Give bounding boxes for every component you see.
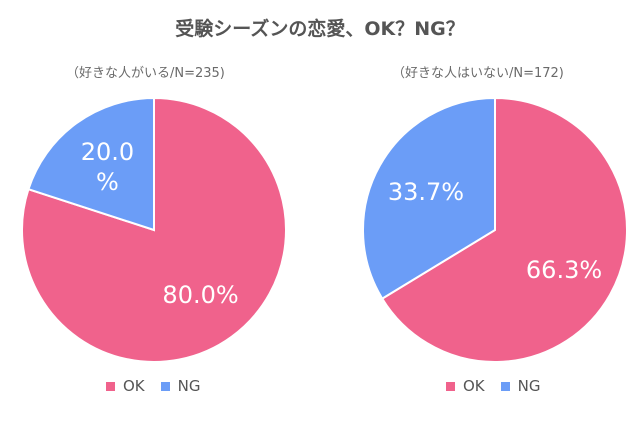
pie-label-ok: 66.3%	[526, 256, 602, 284]
legend-item-ok: OK	[106, 377, 145, 395]
legend-label-ng: NG	[177, 377, 201, 395]
legend-label-ok: OK	[463, 377, 485, 395]
legend-item-ok: OK	[446, 377, 485, 395]
legend-item-ng: NG	[160, 377, 201, 395]
right-pie-chart: 66.3% 33.7%	[362, 96, 628, 363]
legend-swatch-ng	[500, 381, 510, 391]
legend-label-ng: NG	[517, 377, 541, 395]
legend-swatch-ok	[446, 381, 455, 391]
right-legend: OK NG	[446, 377, 557, 395]
legend-label-ok: OK	[123, 377, 145, 395]
left-pie-chart: 80.0% 20.0%	[21, 96, 287, 363]
legend-swatch-ok	[106, 381, 115, 391]
pie-label-ok: 80.0%	[162, 281, 238, 309]
legend-swatch-ng	[160, 381, 170, 391]
pie-label-ng: 33.7%	[388, 178, 464, 206]
chart-title: 受験シーズンの恋愛、OK？NG？	[175, 18, 465, 40]
left-legend: OK NG	[106, 377, 217, 395]
pie-label-ng: 20.0%	[81, 138, 134, 196]
pie-slice-ng	[362, 96, 496, 300]
right-pie-subtitle: （好きな人はいない/N=172)	[392, 66, 564, 81]
pie-slice-ok	[380, 96, 628, 363]
left-pie-subtitle: （好きな人がいる/N=235)	[66, 66, 225, 81]
pie-slice-ng	[27, 96, 155, 232]
legend-item-ng: NG	[500, 377, 541, 395]
